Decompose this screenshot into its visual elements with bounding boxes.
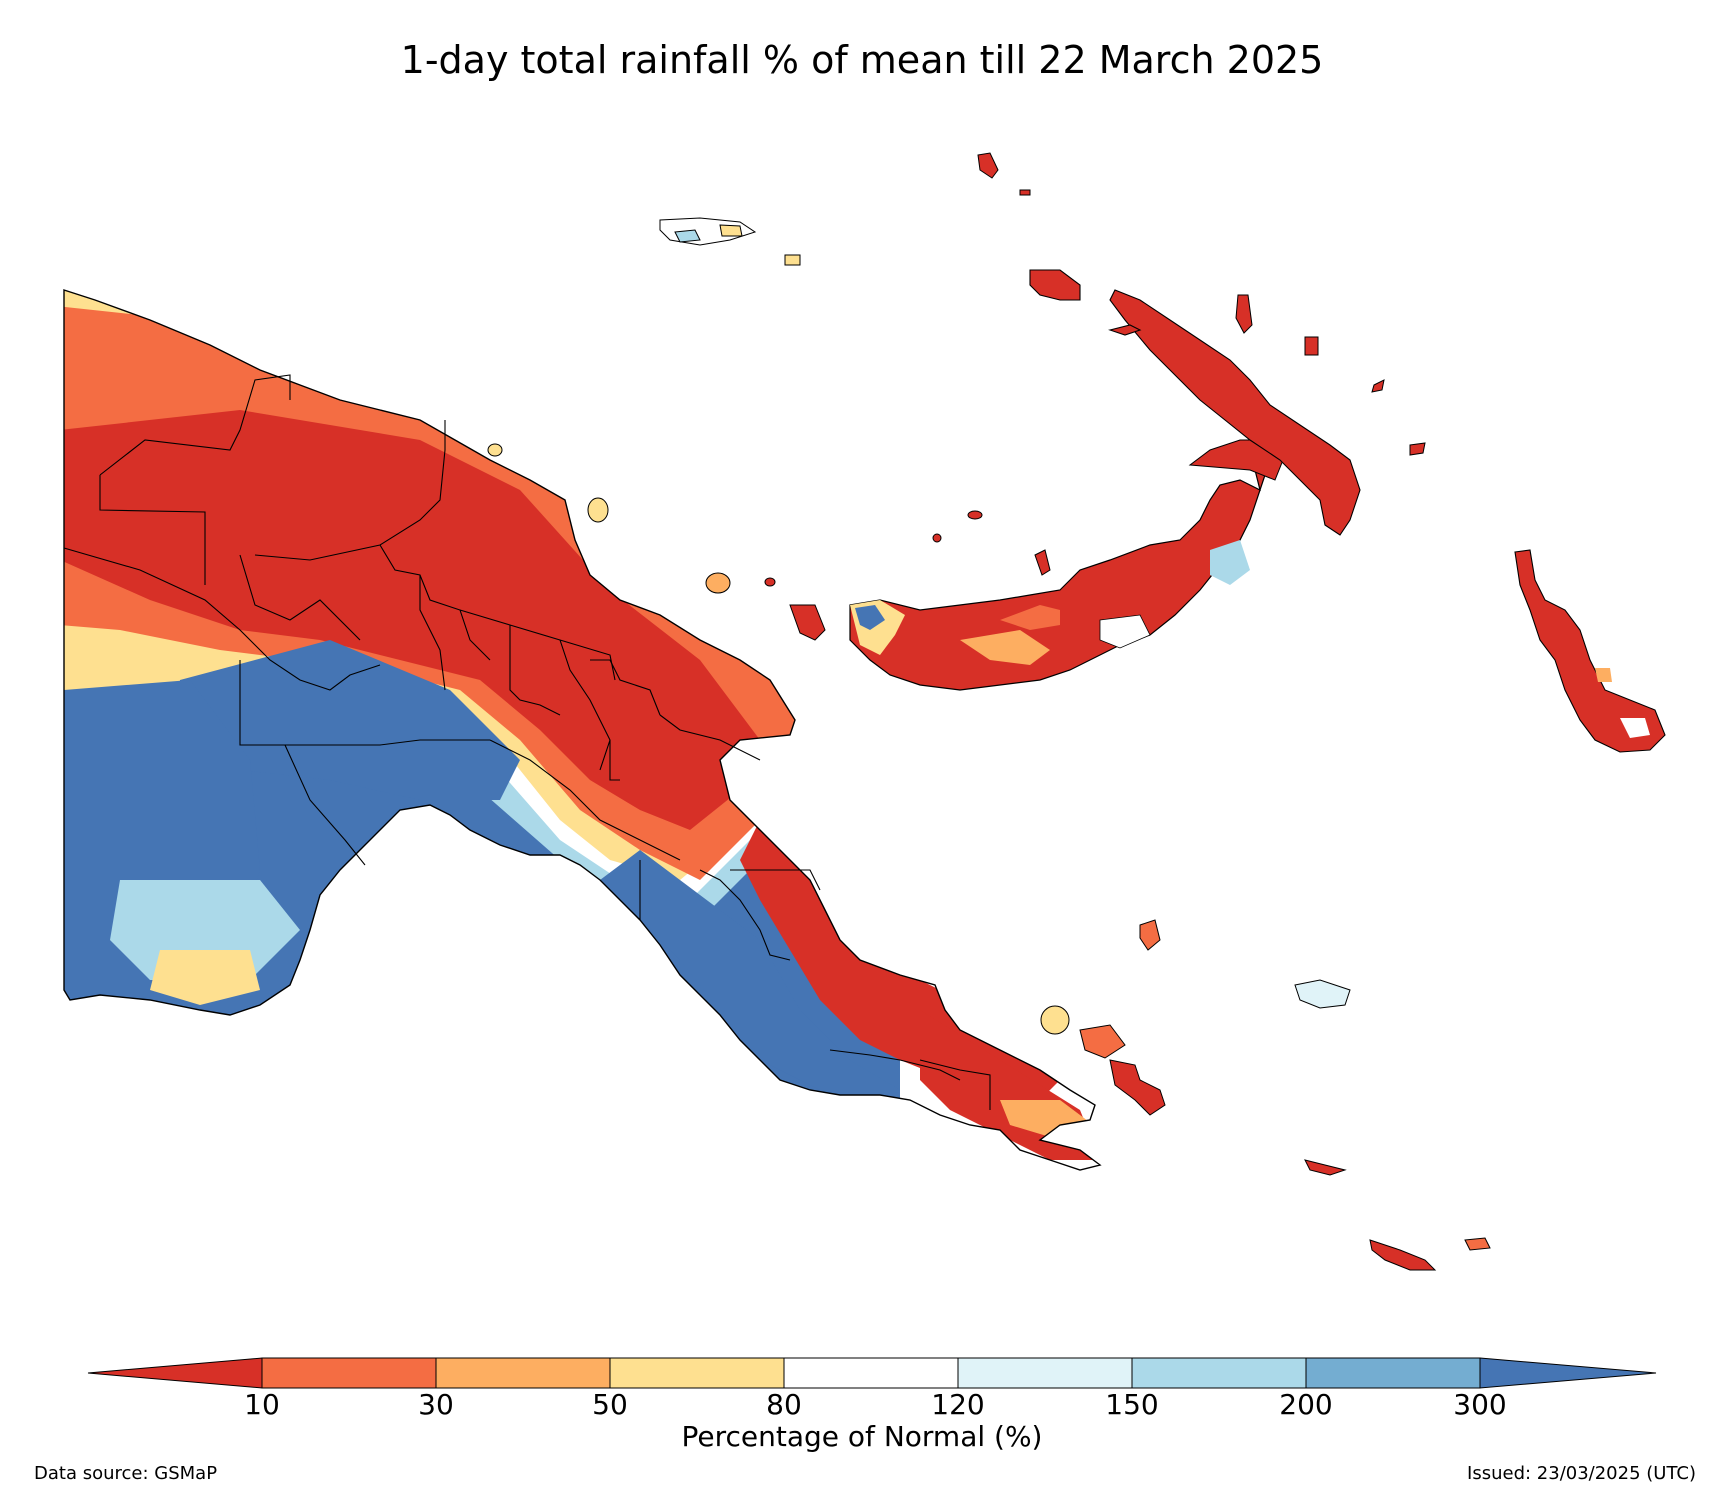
colorbar-segment (261, 1357, 437, 1389)
colorbar-segment (435, 1357, 611, 1389)
colorbar-extend-low (87, 1357, 263, 1389)
colorbar-segment (1131, 1357, 1307, 1389)
colorbar-tick: 120 (931, 1388, 985, 1421)
colorbar-tick: 10 (244, 1388, 280, 1421)
new-britain-island (849, 434, 1286, 691)
colorbar-segment (957, 1357, 1133, 1389)
issued-date: Issued: 23/03/2025 (UTC) (1467, 1463, 1696, 1484)
southeast-islands (1040, 919, 1491, 1271)
colorbar-tick: 200 (1279, 1388, 1333, 1421)
colorbar-segment (1305, 1357, 1481, 1389)
colorbar-extend-high (1479, 1357, 1657, 1389)
northern-islands (487, 152, 1426, 641)
manus-island (659, 217, 801, 266)
data-source: Data source: GSMaP (34, 1463, 218, 1484)
colorbar-segment (783, 1357, 959, 1389)
colorbar-segment (609, 1357, 785, 1389)
colorbar-tick: 150 (1105, 1388, 1159, 1421)
colorbar-tick: 300 (1453, 1388, 1507, 1421)
province-boundaries (63, 374, 991, 1110)
bougainville-island (1514, 549, 1666, 753)
colorbar-tick: 50 (592, 1388, 628, 1421)
new-ireland-island (1029, 269, 1361, 536)
colorbar-tick: 80 (766, 1388, 802, 1421)
colorbar-label: Percentage of Normal (%) (681, 1420, 1043, 1453)
map-title: 1-day total rainfall % of mean till 22 M… (400, 38, 1324, 82)
colorbar-tick: 30 (418, 1388, 454, 1421)
